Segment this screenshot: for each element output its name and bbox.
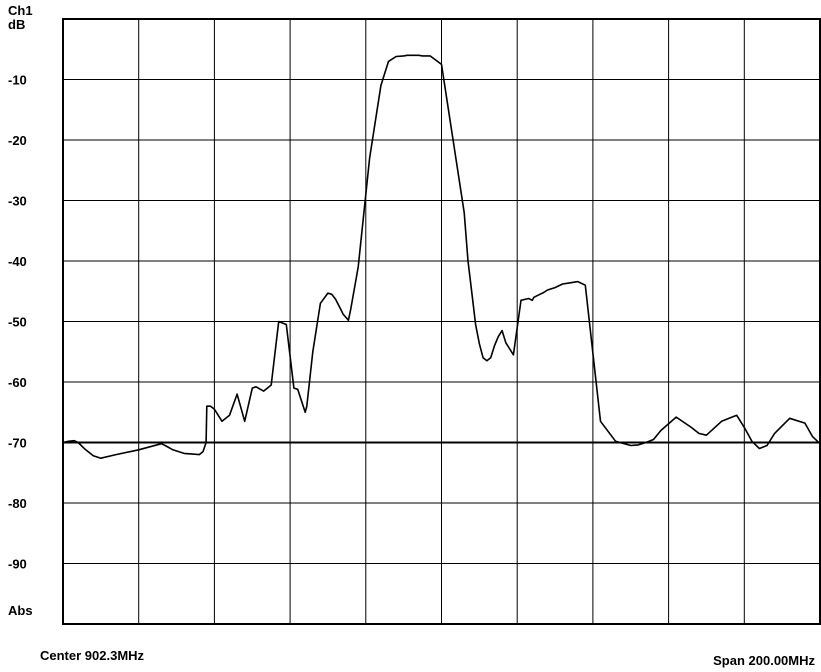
y-tick-label: -40 [8,254,27,269]
y-tick-label: -50 [8,315,27,330]
y-tick-label: -20 [8,133,27,148]
unit-label: dB [8,17,26,32]
y-tick-label: -70 [8,436,27,451]
channel-name: Ch1 [8,3,33,18]
center-frequency-label: Center 902.3MHz [40,648,145,663]
plot-grid [63,19,820,624]
span-label: Span 200.00MHz [713,653,815,668]
reference-mode-label: Abs [8,603,33,618]
y-tick-label: -60 [8,375,27,390]
y-axis-ticks: -10 -20 -30 -40 -50 -60 -70 -80 -90 [8,73,27,572]
y-tick-label: -30 [8,194,27,209]
plot-frame [62,18,821,625]
y-tick-label: -90 [8,557,27,572]
channel-label: Ch1 dB [8,4,33,32]
y-tick-label: -80 [8,496,27,511]
y-tick-label: -10 [8,73,27,88]
spectrum-trace [62,54,821,460]
